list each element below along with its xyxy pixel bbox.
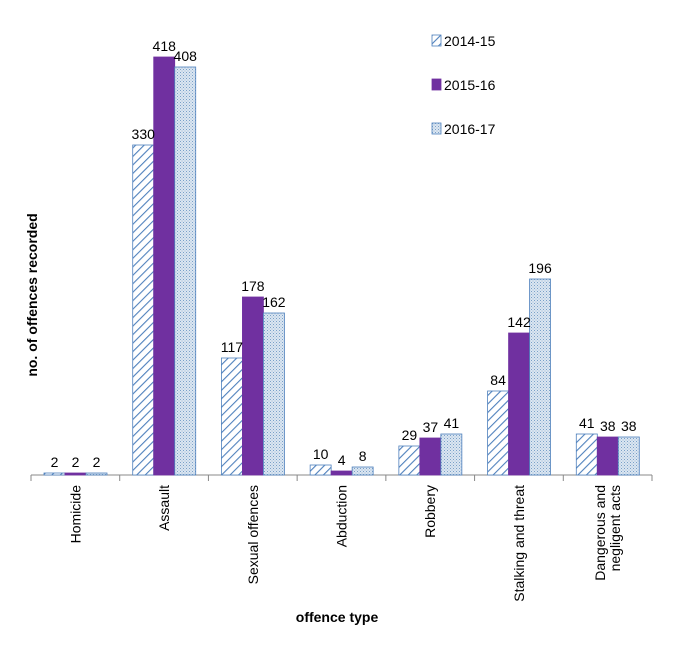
legend: 2014-15 2015-16 2016-17 [431,33,496,137]
x-tick-label: Sexual offences [245,485,261,584]
bar-2015-16-3 [330,470,353,476]
bar-2015-16-1 [153,56,176,476]
bar-2015-16-5 [508,332,530,476]
legend-label: 2016-17 [444,121,496,137]
bar-2015-16-6 [596,436,619,476]
data-label: 330 [132,126,156,142]
y-axis-title: no. of offences recorded [24,213,40,376]
bar-2016-17-2 [263,312,285,476]
data-label: 10 [313,446,329,462]
bar-2016-17-4 [440,433,463,476]
data-label: 41 [444,415,460,431]
x-tick-label: Abduction [334,485,350,547]
x-tick-labels: Homicide Assault Sexual offences Abduction R… [67,485,623,602]
x-tick-label-line: Stalking and threat [511,485,527,602]
x-tick-label-line: Assault [156,485,172,531]
data-label: 2 [51,454,59,470]
data-label: 418 [153,38,177,54]
data-label: 38 [600,418,616,434]
x-tick-label: Homicide [67,485,83,544]
bar-2014-15-5 [487,390,509,476]
data-label: 41 [579,415,595,431]
data-label: 2 [72,454,80,470]
data-label: 142 [507,314,531,330]
bar-2015-16-4 [419,437,442,476]
x-axis-title: offence type [296,609,379,625]
bar-2014-15-1 [132,144,155,476]
x-tick-label-line: negligent acts [607,485,623,571]
x-tick-label: Robbery [422,485,438,538]
data-label: 8 [359,448,367,464]
bar-2016-17-1 [174,66,197,476]
x-tick-label: Dangerous and negligent acts [592,485,623,581]
data-label: 4 [338,452,346,468]
bar-2016-17-0 [85,472,108,476]
x-tick-label-line: Abduction [334,485,350,547]
x-tick-label: Stalking and threat [511,485,527,602]
x-tick-label-line: Sexual offences [245,485,261,584]
bar-2016-17-6 [617,436,640,476]
bar-2016-17-3 [351,466,374,476]
data-label: 29 [402,427,418,443]
legend-swatch [431,122,442,135]
bar-2015-16-0 [64,472,87,476]
data-label: 178 [241,278,265,294]
data-label: 196 [528,260,552,276]
data-label: 38 [621,418,637,434]
bars [43,56,640,476]
x-tick-label-line: Robbery [422,485,438,538]
legend-label: 2014-15 [444,33,496,49]
axes [30,474,653,481]
bar-2014-15-2 [221,357,243,476]
data-label: 162 [262,294,286,310]
data-label: 84 [490,372,506,388]
data-label: 2 [93,454,101,470]
data-label: 37 [423,419,439,435]
data-label: 408 [174,48,198,64]
x-tick-label-line: Homicide [67,485,83,544]
bar-2014-15-3 [309,464,332,476]
data-label: 117 [221,339,244,355]
x-tick-label-line: Dangerous and [592,485,608,581]
bar-2014-15-4 [398,445,421,476]
bar-2014-15-6 [575,433,598,476]
legend-label: 2015-16 [444,77,496,93]
bar-2014-15-0 [43,472,66,476]
legend-swatch [431,34,442,47]
legend-swatch [431,78,442,91]
bar-2015-16-2 [242,296,264,476]
x-tick-label: Assault [156,485,172,531]
bar-2016-17-5 [529,278,551,476]
